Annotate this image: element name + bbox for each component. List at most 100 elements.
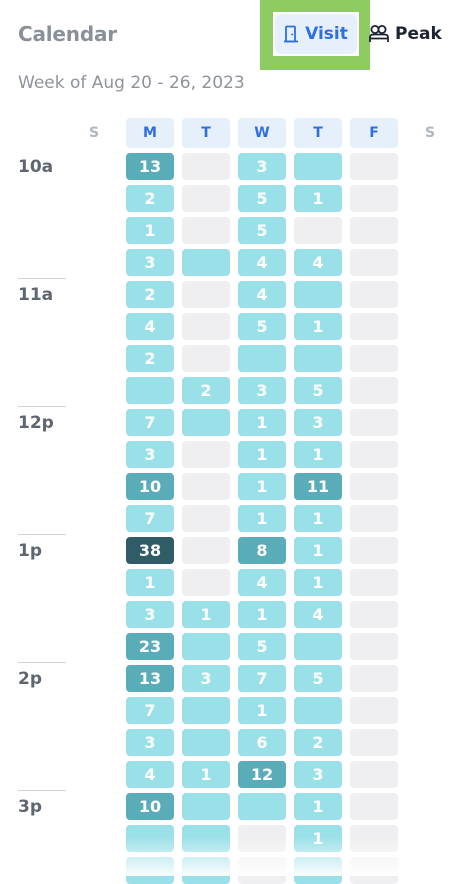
heatmap-cell[interactable] (182, 313, 230, 340)
heatmap-cell[interactable] (182, 249, 230, 276)
heatmap-cell[interactable]: 1 (238, 505, 286, 532)
heatmap-cell[interactable]: 3 (126, 729, 174, 756)
heatmap-cell[interactable]: 1 (294, 569, 342, 596)
heatmap-cell[interactable] (350, 569, 398, 596)
heatmap-cell[interactable]: 1 (182, 761, 230, 788)
heatmap-cell[interactable] (182, 345, 230, 372)
heatmap-cell[interactable]: 6 (238, 729, 286, 756)
heatmap-cell[interactable]: 3 (238, 377, 286, 404)
heatmap-cell[interactable]: 1 (238, 601, 286, 628)
heatmap-cell[interactable] (350, 665, 398, 692)
heatmap-cell[interactable] (350, 761, 398, 788)
heatmap-cell[interactable] (126, 377, 174, 404)
heatmap-cell[interactable]: 3 (294, 409, 342, 436)
heatmap-cell[interactable]: 1 (126, 217, 174, 244)
heatmap-cell[interactable] (182, 281, 230, 308)
heatmap-cell[interactable] (294, 697, 342, 724)
heatmap-cell[interactable] (350, 601, 398, 628)
heatmap-cell[interactable]: 5 (294, 377, 342, 404)
heatmap-cell[interactable]: 2 (182, 377, 230, 404)
heatmap-cell[interactable]: 4 (238, 569, 286, 596)
heatmap-cell[interactable]: 7 (126, 697, 174, 724)
heatmap-cell[interactable] (350, 313, 398, 340)
heatmap-cell[interactable] (350, 857, 398, 884)
heatmap-cell[interactable]: 3 (294, 761, 342, 788)
heatmap-cell[interactable] (238, 793, 286, 820)
heatmap-cell[interactable] (350, 377, 398, 404)
heatmap-cell[interactable]: 7 (126, 505, 174, 532)
heatmap-cell[interactable] (350, 345, 398, 372)
heatmap-cell[interactable] (182, 185, 230, 212)
heatmap-cell[interactable]: 5 (238, 185, 286, 212)
heatmap-cell[interactable]: 4 (294, 249, 342, 276)
peak-button[interactable]: Peak (368, 14, 448, 54)
heatmap-cell[interactable]: 4 (126, 313, 174, 340)
heatmap-cell[interactable] (350, 473, 398, 500)
heatmap-cell[interactable]: 3 (126, 601, 174, 628)
heatmap-cell[interactable] (182, 505, 230, 532)
heatmap-cell[interactable] (238, 857, 286, 884)
heatmap-cell[interactable]: 10 (126, 473, 174, 500)
heatmap-cell[interactable] (182, 825, 230, 852)
heatmap-cell[interactable] (182, 857, 230, 884)
heatmap-cell[interactable]: 1 (182, 601, 230, 628)
heatmap-cell[interactable] (182, 409, 230, 436)
heatmap-cell[interactable] (350, 153, 398, 180)
heatmap-cell[interactable] (126, 857, 174, 884)
heatmap-cell[interactable]: 10 (126, 793, 174, 820)
heatmap-cell[interactable]: 11 (294, 473, 342, 500)
heatmap-cell[interactable] (294, 857, 342, 884)
heatmap-cell[interactable]: 1 (238, 697, 286, 724)
heatmap-cell[interactable] (182, 537, 230, 564)
heatmap-cell[interactable] (182, 793, 230, 820)
heatmap-cell[interactable]: 5 (294, 665, 342, 692)
heatmap-cell[interactable] (182, 473, 230, 500)
heatmap-cell[interactable]: 2 (126, 345, 174, 372)
heatmap-cell[interactable] (182, 569, 230, 596)
heatmap-cell[interactable] (350, 217, 398, 244)
heatmap-cell[interactable]: 1 (294, 185, 342, 212)
heatmap-cell[interactable]: 2 (126, 185, 174, 212)
heatmap-cell[interactable]: 4 (126, 761, 174, 788)
heatmap-cell[interactable] (182, 697, 230, 724)
heatmap-cell[interactable]: 4 (294, 601, 342, 628)
heatmap-cell[interactable]: 7 (126, 409, 174, 436)
heatmap-cell[interactable]: 1 (238, 473, 286, 500)
heatmap-cell[interactable] (350, 729, 398, 756)
heatmap-cell[interactable]: 23 (126, 633, 174, 660)
heatmap-cell[interactable] (294, 281, 342, 308)
heatmap-cell[interactable]: 7 (238, 665, 286, 692)
heatmap-cell[interactable]: 12 (238, 761, 286, 788)
heatmap-cell[interactable]: 2 (126, 281, 174, 308)
heatmap-cell[interactable]: 13 (126, 153, 174, 180)
heatmap-cell[interactable] (350, 249, 398, 276)
heatmap-cell[interactable] (294, 345, 342, 372)
heatmap-cell[interactable]: 2 (294, 729, 342, 756)
heatmap-cell[interactable] (350, 793, 398, 820)
heatmap-cell[interactable]: 13 (126, 665, 174, 692)
heatmap-cell[interactable]: 38 (126, 537, 174, 564)
heatmap-cell[interactable]: 1 (294, 441, 342, 468)
heatmap-cell[interactable] (350, 697, 398, 724)
heatmap-cell[interactable]: 1 (294, 505, 342, 532)
heatmap-cell[interactable] (294, 217, 342, 244)
heatmap-cell[interactable]: 1 (238, 441, 286, 468)
heatmap-cell[interactable]: 5 (238, 313, 286, 340)
heatmap-cell[interactable]: 1 (294, 537, 342, 564)
heatmap-cell[interactable] (238, 345, 286, 372)
heatmap-cell[interactable]: 3 (238, 153, 286, 180)
heatmap-cell[interactable]: 5 (238, 217, 286, 244)
heatmap-cell[interactable]: 3 (182, 665, 230, 692)
heatmap-cell[interactable]: 4 (238, 249, 286, 276)
heatmap-cell[interactable] (350, 409, 398, 436)
heatmap-cell[interactable] (350, 537, 398, 564)
heatmap-cell[interactable] (182, 217, 230, 244)
heatmap-cell[interactable]: 1 (294, 825, 342, 852)
heatmap-cell[interactable] (182, 633, 230, 660)
heatmap-cell[interactable] (294, 153, 342, 180)
heatmap-cell[interactable]: 4 (238, 281, 286, 308)
heatmap-cell[interactable] (294, 633, 342, 660)
heatmap-cell[interactable] (350, 505, 398, 532)
heatmap-cell[interactable] (238, 825, 286, 852)
heatmap-cell[interactable]: 3 (126, 441, 174, 468)
